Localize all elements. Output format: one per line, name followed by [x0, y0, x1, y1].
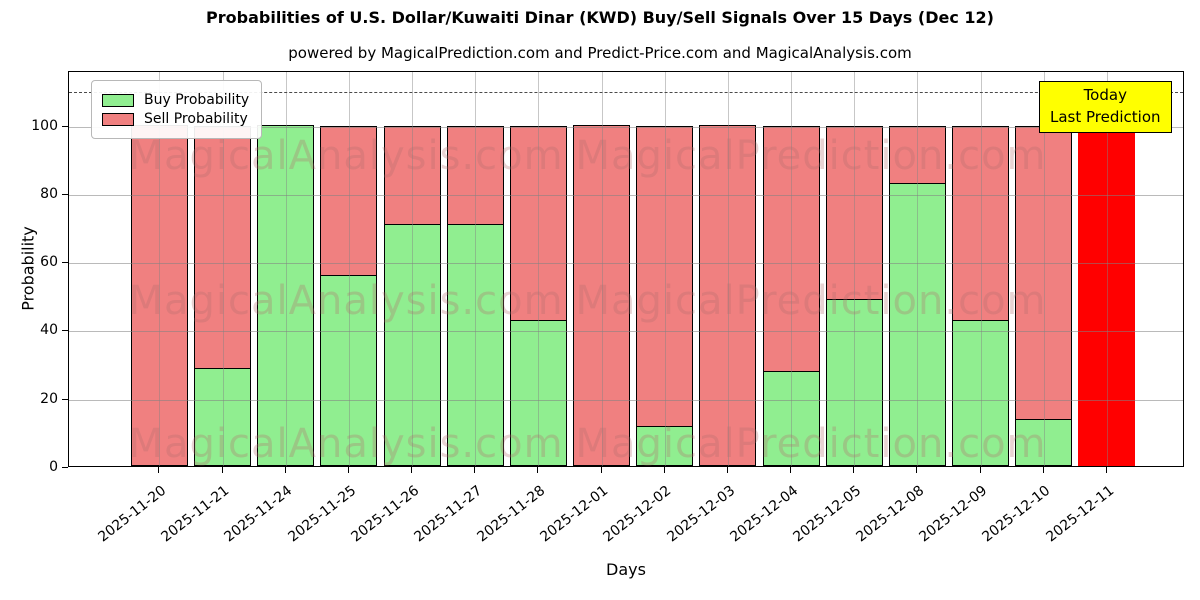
legend-label-buy: Buy Probability — [144, 92, 250, 108]
x-tick-mark — [790, 467, 792, 473]
y-tick-label: 80 — [40, 185, 58, 202]
bar-segment-buy — [383, 223, 441, 466]
buy-swatch — [102, 93, 134, 107]
bar-segment-buy — [825, 298, 883, 466]
today-line2: Last Prediction — [1050, 107, 1161, 126]
bar-segment-buy — [446, 223, 504, 466]
bar-segment-buy — [194, 367, 251, 466]
x-tick-mark — [537, 467, 539, 473]
x-tick-mark — [979, 467, 981, 473]
chart-subtitle: powered by MagicalPrediction.com and Pre… — [288, 44, 912, 62]
bar-segment-sell — [699, 124, 757, 466]
chart-title: Probabilities of U.S. Dollar/Kuwaiti Din… — [206, 8, 994, 27]
x-tick-label: 2025-12-04 — [727, 482, 801, 546]
x-tick-mark — [726, 467, 728, 473]
legend-item-sell: Sell Probability — [102, 111, 249, 127]
x-tick-label: 2025-11-25 — [284, 482, 359, 546]
x-tick-mark — [853, 467, 855, 473]
bar-segment-today — [1078, 124, 1136, 466]
bar-segment-sell — [130, 124, 188, 466]
y-tick-mark — [62, 398, 68, 400]
x-tick-mark — [474, 467, 476, 473]
x-tick-mark — [347, 467, 349, 473]
bar-segment-buy — [636, 425, 694, 466]
bar-segment-sell — [446, 126, 504, 226]
bar-segment-sell — [383, 126, 441, 226]
x-tick-mark — [221, 467, 223, 473]
bar-segment-sell — [762, 126, 820, 372]
x-tick-label: 2025-12-05 — [790, 482, 865, 546]
bar-segment-sell — [636, 126, 694, 427]
x-tick-label: 2025-11-21 — [158, 482, 233, 546]
bar-segment-sell — [825, 126, 883, 301]
y-tick-mark — [62, 467, 68, 468]
x-tick-label: 2025-12-11 — [1042, 482, 1117, 546]
legend: Buy Probability Sell Probability — [91, 80, 263, 139]
today-annotation-box: Today Last Prediction — [1039, 81, 1172, 133]
bar-segment-sell — [573, 124, 630, 466]
x-tick-label: 2025-11-26 — [348, 482, 422, 546]
x-tick-mark — [158, 467, 160, 473]
y-tick-mark — [62, 125, 68, 127]
plot-area: MagicalAnalysis.com MagicalPrediction.com… — [68, 71, 1184, 467]
bar-segment-buy — [952, 319, 1009, 466]
x-tick-label: 2025-12-03 — [663, 482, 738, 546]
x-tick-label: 2025-12-01 — [537, 482, 612, 546]
bar-segment-buy — [509, 319, 567, 466]
bar-segment-buy — [257, 124, 315, 466]
x-tick-mark — [284, 467, 286, 473]
bar-segment-sell — [1015, 126, 1073, 420]
x-tick-mark — [1042, 467, 1044, 473]
y-tick-label: 40 — [40, 322, 58, 339]
x-tick-label: 2025-12-08 — [853, 482, 928, 546]
x-tick-mark — [1105, 467, 1107, 473]
x-tick-label: 2025-12-10 — [979, 482, 1054, 546]
x-tick-label: 2025-12-09 — [916, 482, 991, 546]
x-tick-mark — [600, 467, 602, 473]
x-tick-label: 2025-11-28 — [474, 482, 549, 546]
threshold-dashed-line — [69, 92, 1183, 94]
y-tick-label: 100 — [31, 117, 58, 134]
y-tick-mark — [62, 193, 68, 195]
today-line1: Today — [1083, 86, 1127, 104]
x-tick-mark — [663, 467, 665, 473]
bar-segment-sell — [194, 126, 251, 369]
bar-segment-buy — [320, 274, 378, 466]
x-tick-label: 2025-12-02 — [600, 482, 675, 546]
y-tick-label: 20 — [40, 390, 58, 407]
legend-label-sell: Sell Probability — [144, 111, 248, 127]
bar-segment-sell — [320, 126, 378, 277]
y-tick-mark — [62, 330, 68, 332]
x-tick-mark — [411, 467, 413, 473]
x-tick-label: 2025-11-24 — [221, 482, 296, 546]
x-tick-mark — [916, 467, 918, 473]
y-tick-label: 60 — [40, 254, 58, 271]
bar-segment-buy — [762, 370, 820, 466]
y-tick-label: 0 — [49, 459, 58, 475]
bar-segment-buy — [1015, 418, 1073, 466]
x-tick-label: 2025-11-27 — [411, 482, 486, 546]
legend-item-buy: Buy Probability — [102, 92, 249, 108]
bar-segment-sell — [888, 126, 946, 185]
x-axis-label: Days — [606, 560, 646, 579]
x-tick-label: 2025-11-20 — [95, 482, 170, 546]
y-tick-mark — [62, 262, 68, 264]
bar-segment-sell — [509, 126, 567, 321]
bar-segment-buy — [888, 182, 946, 466]
bar-segment-sell — [952, 126, 1009, 321]
sell-swatch — [102, 112, 134, 126]
